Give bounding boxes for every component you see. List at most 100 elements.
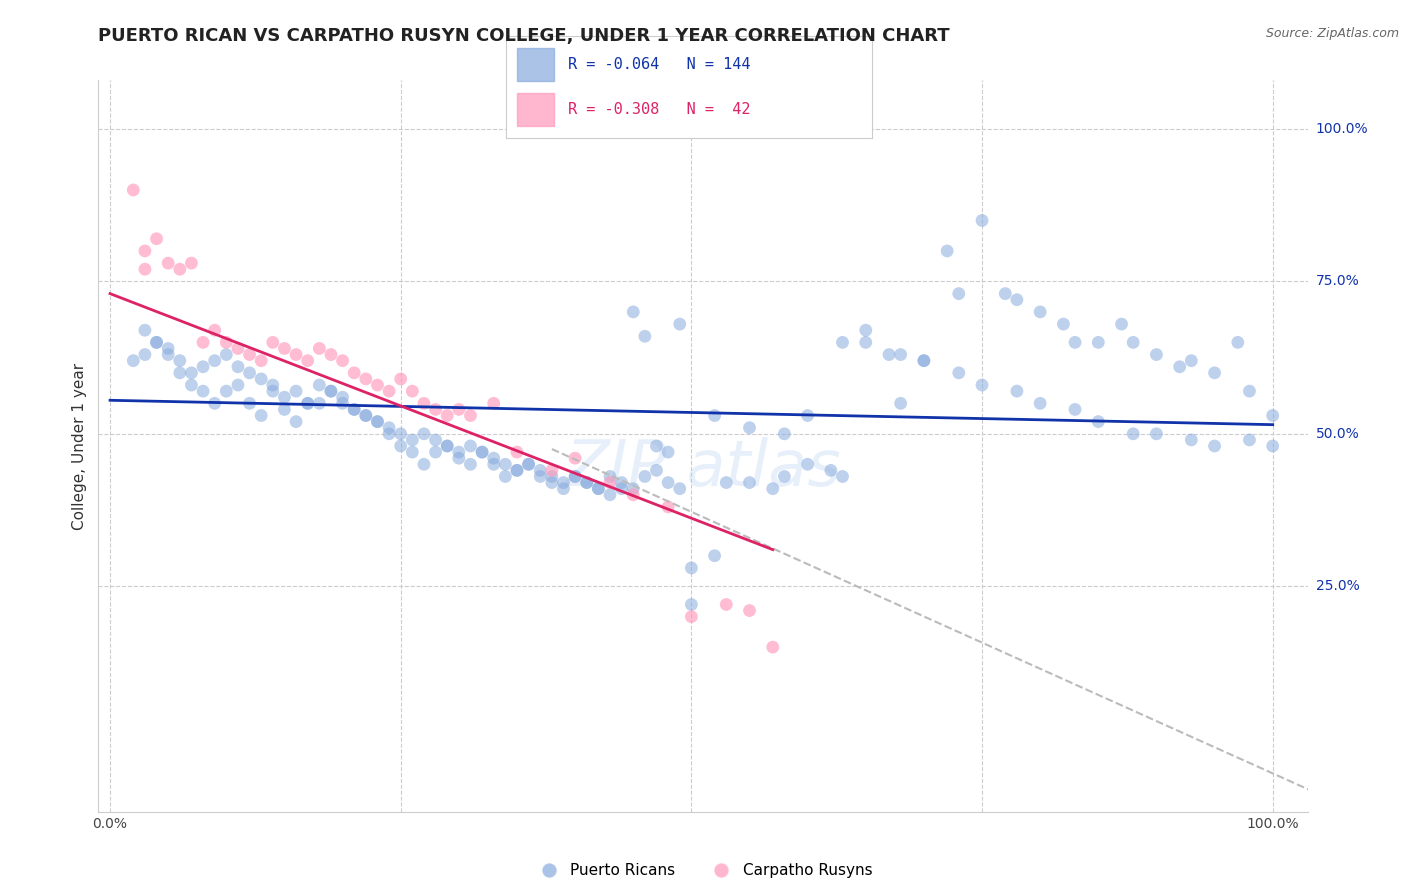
Point bbox=[657, 500, 679, 514]
Point bbox=[681, 561, 703, 575]
Point bbox=[413, 426, 436, 441]
Point bbox=[250, 353, 273, 368]
Point bbox=[413, 458, 436, 472]
Point bbox=[226, 342, 249, 356]
Text: Source: ZipAtlas.com: Source: ZipAtlas.com bbox=[1265, 27, 1399, 40]
Point bbox=[273, 402, 295, 417]
Point bbox=[1005, 293, 1028, 307]
Point bbox=[191, 359, 214, 374]
Point bbox=[877, 348, 900, 362]
Legend: Puerto Ricans, Carpatho Rusyns: Puerto Ricans, Carpatho Rusyns bbox=[527, 857, 879, 885]
Point bbox=[308, 342, 330, 356]
Point bbox=[436, 439, 458, 453]
Point bbox=[134, 262, 156, 277]
Point bbox=[773, 469, 796, 483]
Point bbox=[599, 475, 621, 490]
Point bbox=[134, 323, 156, 337]
Point bbox=[366, 378, 388, 392]
Point bbox=[506, 463, 529, 477]
Point bbox=[169, 262, 191, 277]
Point bbox=[354, 372, 377, 386]
Point bbox=[738, 421, 761, 435]
Point bbox=[239, 348, 262, 362]
Point bbox=[553, 475, 575, 490]
Point bbox=[191, 335, 214, 350]
Point bbox=[389, 372, 412, 386]
Point bbox=[831, 469, 853, 483]
Point bbox=[703, 409, 725, 423]
Point bbox=[668, 317, 690, 331]
Point bbox=[936, 244, 959, 258]
Point bbox=[250, 372, 273, 386]
Point bbox=[332, 353, 354, 368]
Point bbox=[460, 439, 482, 453]
Text: PUERTO RICAN VS CARPATHO RUSYN COLLEGE, UNDER 1 YEAR CORRELATION CHART: PUERTO RICAN VS CARPATHO RUSYN COLLEGE, … bbox=[98, 27, 950, 45]
Point bbox=[250, 409, 273, 423]
Point bbox=[354, 409, 377, 423]
Point bbox=[471, 445, 494, 459]
Point bbox=[354, 409, 377, 423]
Point bbox=[645, 439, 668, 453]
Point bbox=[319, 348, 342, 362]
Point bbox=[1180, 353, 1202, 368]
Point bbox=[262, 378, 284, 392]
Text: 75.0%: 75.0% bbox=[1316, 275, 1360, 288]
Point bbox=[668, 482, 690, 496]
Point bbox=[215, 335, 238, 350]
Point bbox=[796, 409, 818, 423]
Point bbox=[413, 396, 436, 410]
Point bbox=[820, 463, 842, 477]
Point bbox=[134, 348, 156, 362]
Point bbox=[1204, 366, 1226, 380]
Point bbox=[599, 488, 621, 502]
Point bbox=[425, 445, 447, 459]
Point bbox=[204, 323, 226, 337]
Point bbox=[1168, 359, 1191, 374]
Point bbox=[297, 396, 319, 410]
Point bbox=[1005, 384, 1028, 399]
Point bbox=[482, 396, 505, 410]
Point bbox=[1064, 335, 1087, 350]
Point bbox=[145, 335, 167, 350]
Point bbox=[180, 366, 202, 380]
Point bbox=[378, 426, 401, 441]
Point bbox=[343, 402, 366, 417]
Point bbox=[1122, 335, 1144, 350]
Point bbox=[529, 463, 551, 477]
Point bbox=[540, 469, 562, 483]
Point bbox=[262, 384, 284, 399]
Point bbox=[703, 549, 725, 563]
Point bbox=[588, 482, 610, 496]
Text: R = -0.064   N = 144: R = -0.064 N = 144 bbox=[568, 57, 751, 72]
Point bbox=[1261, 439, 1284, 453]
Point bbox=[482, 458, 505, 472]
Point bbox=[517, 458, 540, 472]
Point bbox=[506, 445, 529, 459]
Point bbox=[308, 396, 330, 410]
Point bbox=[273, 342, 295, 356]
Point bbox=[157, 256, 180, 270]
Point bbox=[621, 482, 644, 496]
Point bbox=[366, 415, 388, 429]
Point bbox=[517, 458, 540, 472]
Point bbox=[681, 609, 703, 624]
Point bbox=[169, 353, 191, 368]
Point bbox=[285, 348, 308, 362]
Point bbox=[1204, 439, 1226, 453]
Text: 25.0%: 25.0% bbox=[1316, 579, 1360, 593]
Point bbox=[157, 348, 180, 362]
Point bbox=[912, 353, 935, 368]
Point bbox=[122, 183, 145, 197]
Point bbox=[657, 445, 679, 459]
Point bbox=[588, 482, 610, 496]
Point bbox=[994, 286, 1017, 301]
Point bbox=[657, 475, 679, 490]
Text: 50.0%: 50.0% bbox=[1316, 426, 1360, 441]
Text: ZIP atlas: ZIP atlas bbox=[565, 437, 841, 499]
Point bbox=[122, 353, 145, 368]
Point bbox=[319, 384, 342, 399]
Point bbox=[308, 378, 330, 392]
Point bbox=[239, 366, 262, 380]
Point bbox=[1239, 433, 1261, 447]
Point bbox=[610, 482, 633, 496]
